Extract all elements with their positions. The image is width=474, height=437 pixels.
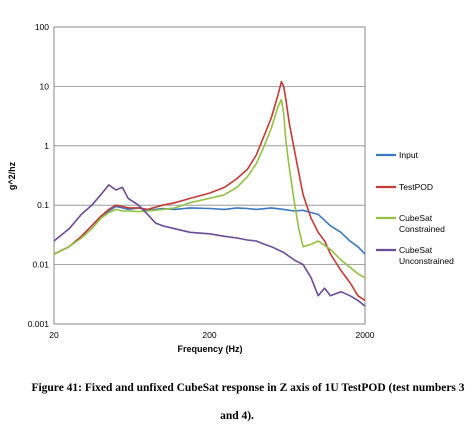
y-tick-label: 100 — [35, 22, 49, 32]
y-tick-label: 0.001 — [28, 319, 50, 329]
y-tick-label: 1 — [44, 141, 49, 151]
y-tick-label: 10 — [40, 81, 50, 91]
y-axis-title: g^2/hz — [7, 161, 17, 190]
chart-background — [8, 8, 466, 362]
legend: InputTestPODCubeSatConstrainedCubeSatUnc… — [376, 150, 454, 266]
series-line-cubesat-constrained — [53, 98, 366, 279]
x-tick-label: 2000 — [356, 330, 375, 340]
y-tick-label: 0.01 — [32, 260, 49, 270]
legend-label: CubeSat — [399, 213, 433, 223]
series-lines — [53, 80, 366, 307]
plot-area-frame — [53, 26, 366, 325]
series-line-cubesat-unconstrained — [53, 184, 366, 307]
series-line-input — [53, 205, 366, 255]
figure-caption-line-2: and 4). — [220, 410, 254, 422]
legend-label-line2: Constrained — [399, 224, 445, 234]
x-tick-label: 20 — [49, 330, 59, 340]
x-tick-labels: 20 200 2000 — [49, 330, 374, 340]
legend-label-line2: Unconstrained — [399, 256, 454, 266]
figure-caption-line-1: Figure 41: Fixed and unfixed CubeSat res… — [31, 382, 465, 394]
legend-label: Input — [399, 150, 419, 160]
x-tick-label: 200 — [202, 330, 216, 340]
legend-label: CubeSat — [399, 245, 433, 255]
x-axis-title: Frequency (Hz) — [177, 344, 242, 354]
series-line-testpod — [53, 80, 366, 302]
y-tick-labels: 100 10 1 0.1 0.01 0.001 — [28, 22, 50, 329]
legend-label: TestPOD — [399, 182, 433, 192]
y-tick-label: 0.1 — [37, 200, 49, 210]
